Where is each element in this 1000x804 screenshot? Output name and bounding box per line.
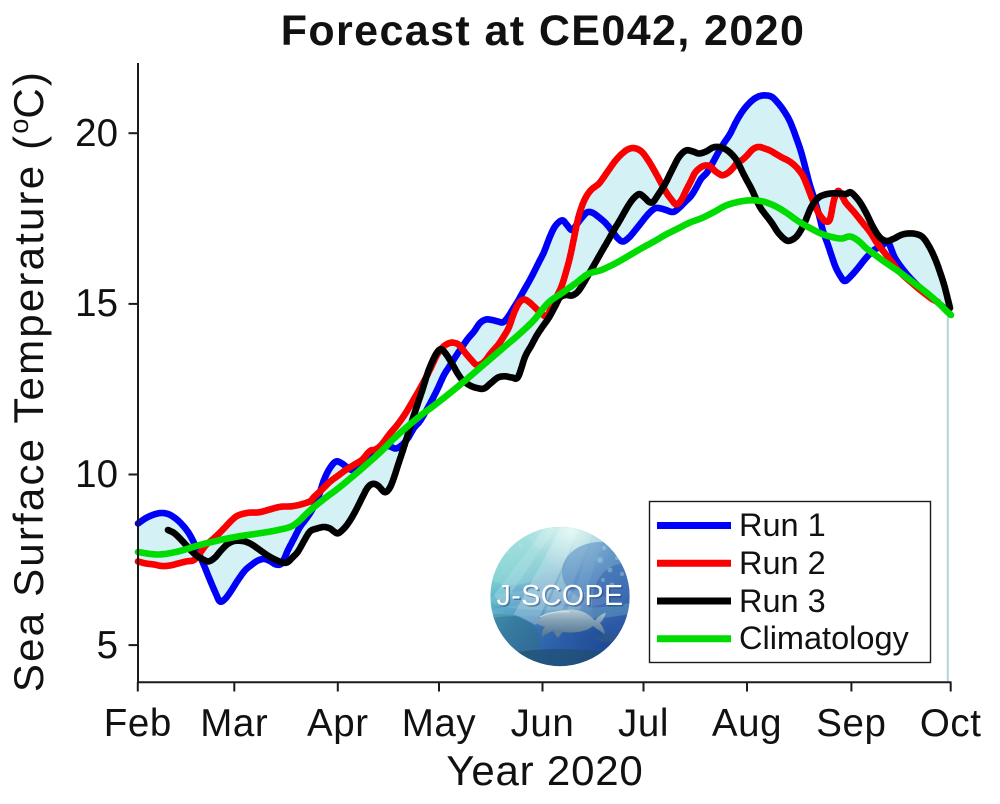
svg-text:J-SCOPE: J-SCOPE bbox=[496, 580, 623, 612]
svg-text:J-SCOPE: J-SCOPE bbox=[498, 582, 625, 614]
